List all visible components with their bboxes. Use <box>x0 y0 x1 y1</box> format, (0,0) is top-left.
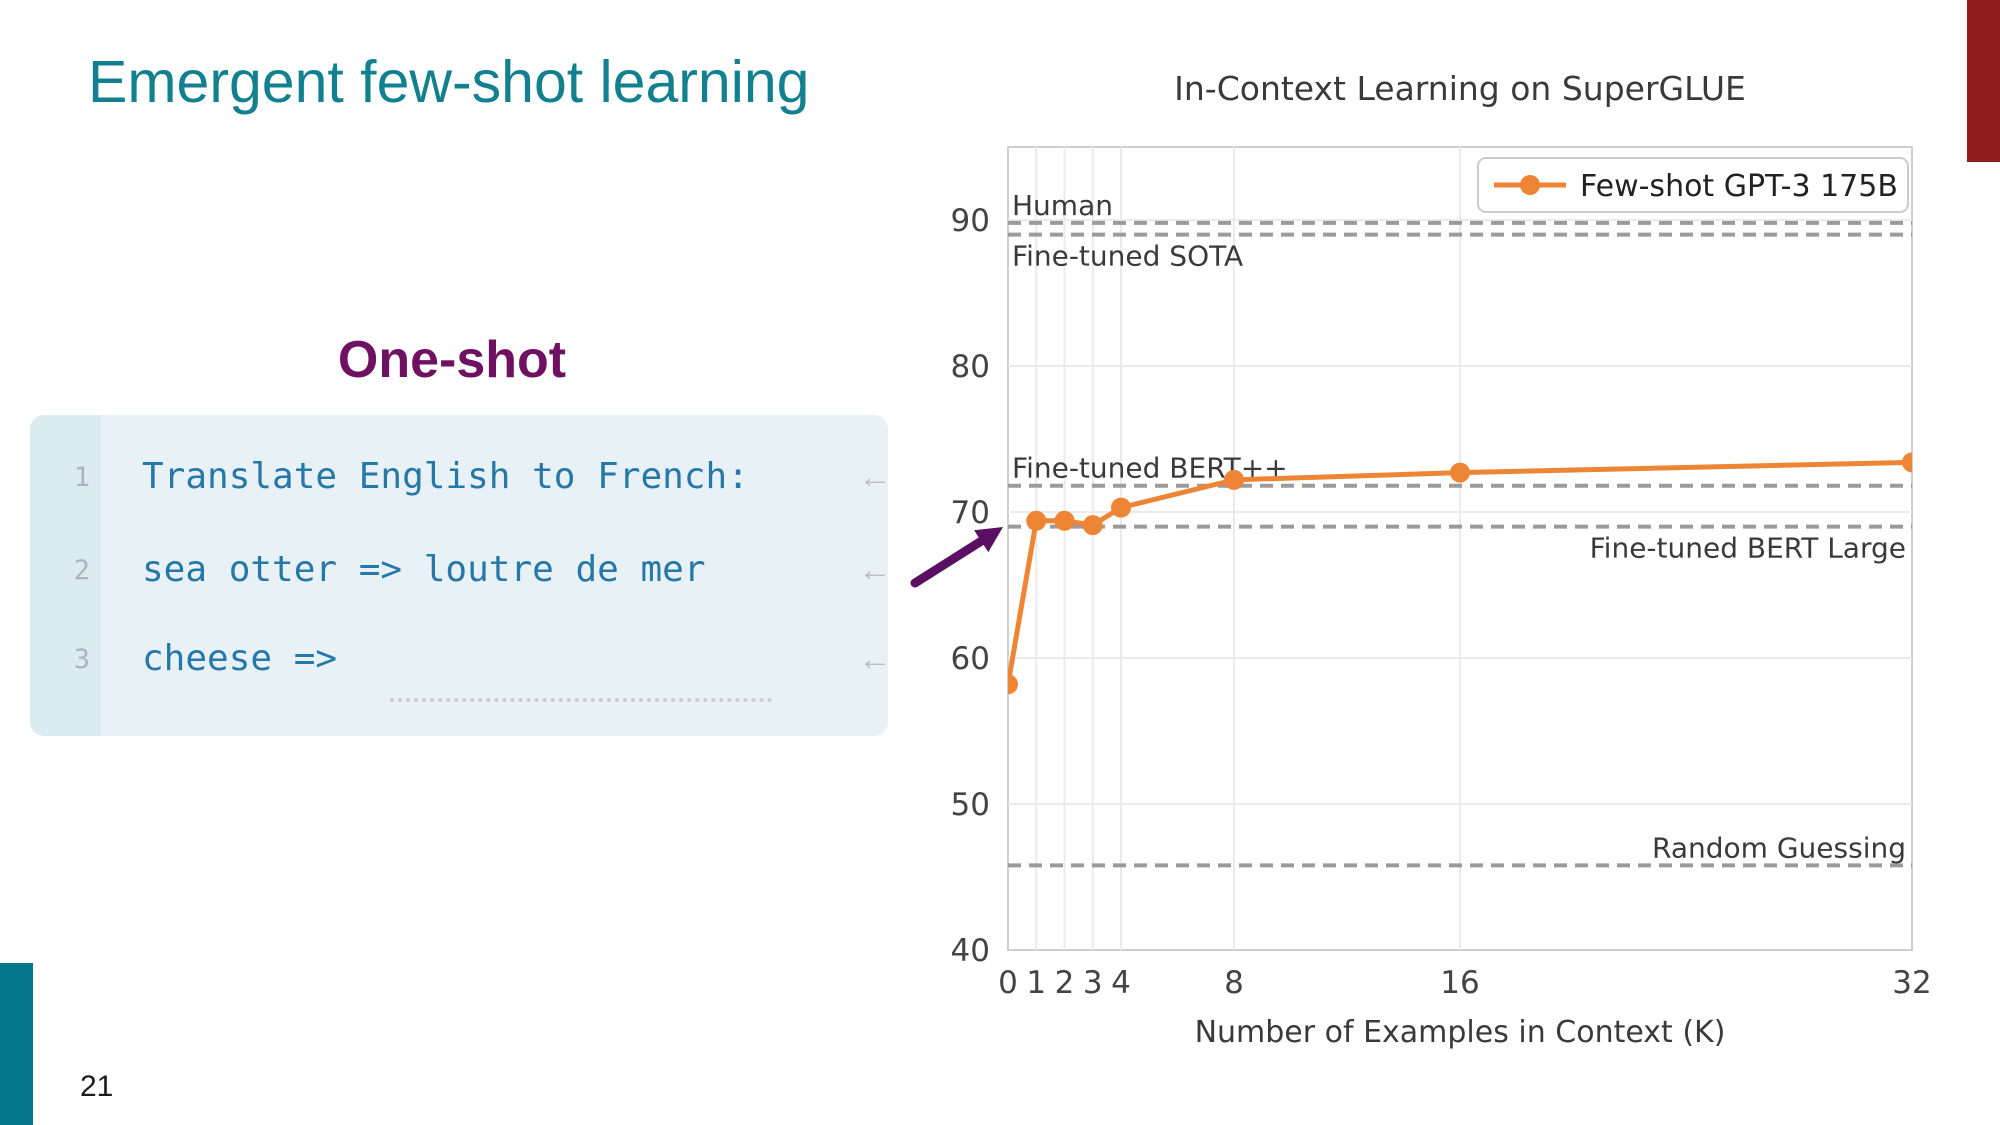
chart-title: In-Context Learning on SuperGLUE <box>1174 69 1746 108</box>
y-tick-label: 70 <box>951 495 990 531</box>
x-tick-label: 16 <box>1440 965 1479 1001</box>
data-point <box>1224 469 1244 490</box>
annotation-arrow-shaft <box>910 535 988 588</box>
x-tick-label: 8 <box>1224 965 1244 1001</box>
line-number: 3 <box>73 644 90 675</box>
reference-line-label: Fine-tuned BERT Large <box>1590 532 1906 565</box>
x-tick-label: 0 <box>998 965 1018 1001</box>
legend-label: Few-shot GPT-3 175B <box>1580 169 1898 204</box>
x-tick-label: 1 <box>1026 965 1046 1001</box>
prompt-code-block: 1 Translate English to French: ← 2 sea otter… <box>30 415 892 736</box>
slide-title: Emergent few-shot learning <box>88 49 810 115</box>
y-tick-label: 50 <box>951 787 990 823</box>
code-line: 3 cheese => ← <box>30 638 892 684</box>
y-tick-label: 90 <box>951 203 990 239</box>
reference-line-label: Fine-tuned BERT++ <box>1012 452 1288 485</box>
data-point <box>1902 452 1912 473</box>
code-text: sea otter => loutre de mer <box>142 549 706 590</box>
x-tick-label: 4 <box>1111 965 1131 1001</box>
code-line: 2 sea otter => loutre de mer ← <box>30 549 892 595</box>
legend-box <box>1477 157 1909 213</box>
red-accent-bar <box>1967 0 2000 162</box>
x-axis-label: Number of Examples in Context (K) <box>1195 1015 1726 1050</box>
x-tick-label: 32 <box>1892 965 1931 1001</box>
series-line <box>1008 459 1912 687</box>
teal-accent-bar <box>0 963 33 1125</box>
y-tick-label: 60 <box>951 641 990 677</box>
x-tick-label: 2 <box>1055 965 1075 1001</box>
code-text: Translate English to French: <box>142 456 749 497</box>
page-number: 21 <box>80 1070 114 1103</box>
data-point <box>1450 462 1470 483</box>
line-number: 2 <box>73 555 90 586</box>
data-point <box>1008 674 1018 695</box>
data-point <box>1082 515 1103 536</box>
code-text: cheese => <box>142 638 338 679</box>
section-heading-one-shot: One-shot <box>337 331 567 389</box>
series-group <box>1008 452 1912 695</box>
return-arrow-icon: ← <box>858 458 892 496</box>
return-arrow-icon: ← <box>858 640 892 678</box>
reference-line-label: Fine-tuned SOTA <box>1012 240 1243 273</box>
line-number: 1 <box>73 462 90 493</box>
data-point <box>1054 510 1075 531</box>
x-tick-label: 3 <box>1083 965 1103 1001</box>
data-point <box>1111 497 1131 518</box>
return-arrow-icon: ← <box>858 551 892 589</box>
answer-placeholder-dots <box>390 698 772 702</box>
reference-line-label: Human <box>1012 189 1113 222</box>
legend-marker <box>1520 175 1540 195</box>
reference-line-label: Random Guessing <box>1652 831 1906 864</box>
y-tick-label: 40 <box>951 933 990 969</box>
code-gutter <box>30 415 101 736</box>
y-tick-label: 80 <box>951 349 990 385</box>
data-point <box>1026 510 1047 531</box>
plot-area <box>1007 146 1913 951</box>
annotation-arrow-head <box>974 527 1003 553</box>
code-line: 1 Translate English to French: ← <box>30 456 892 502</box>
